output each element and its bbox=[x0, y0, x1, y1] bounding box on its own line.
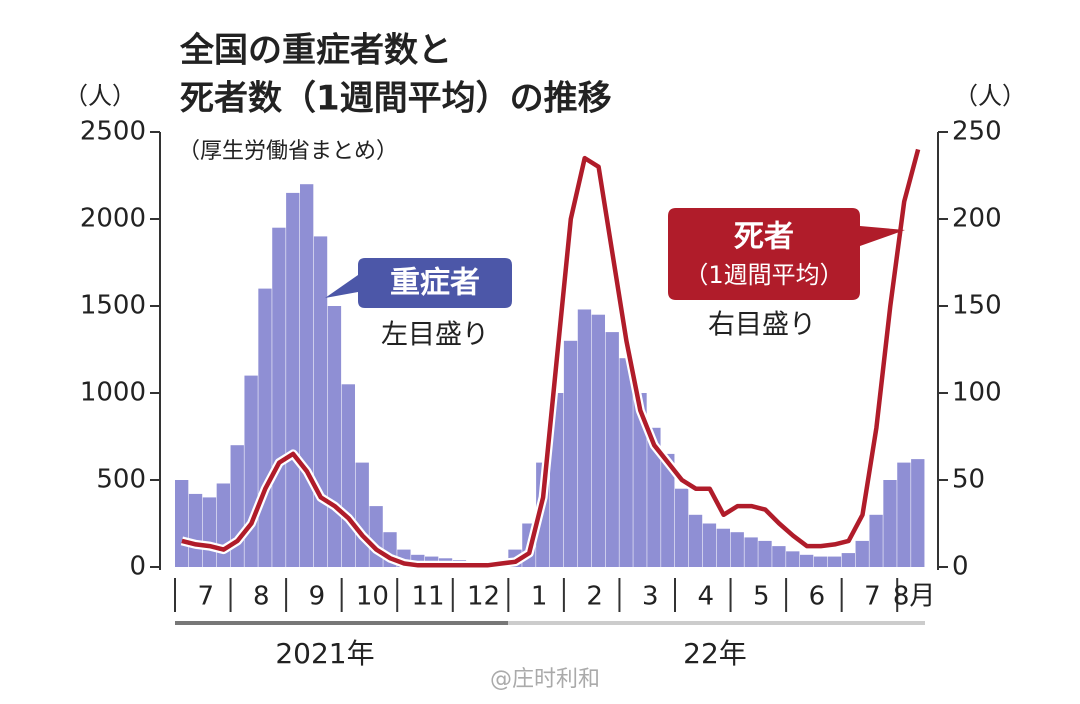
annotation-box bbox=[668, 208, 905, 300]
annotation: （1週間平均） bbox=[684, 261, 843, 289]
x-tick-label: 2 bbox=[586, 582, 603, 612]
plot bbox=[175, 148, 925, 570]
y-tick-label: 0 bbox=[129, 552, 146, 582]
bar bbox=[647, 427, 661, 567]
bar bbox=[577, 309, 592, 567]
bar bbox=[355, 462, 369, 567]
line bbox=[181, 148, 921, 568]
x-tick-label: 1 bbox=[531, 582, 548, 612]
bar bbox=[188, 493, 203, 567]
bar bbox=[813, 556, 828, 567]
x-tick-label: 8 bbox=[253, 582, 270, 612]
bar bbox=[786, 551, 800, 567]
bar bbox=[272, 227, 286, 567]
y2-tick-label: 0 bbox=[952, 552, 969, 582]
bar bbox=[244, 375, 258, 567]
y-tick-label: 2500 bbox=[80, 117, 146, 147]
bar bbox=[286, 192, 300, 567]
bar bbox=[869, 514, 883, 567]
bar bbox=[369, 506, 383, 567]
bar bbox=[855, 540, 869, 567]
death-annotation: 死者 （1週間平均） 右目盛り bbox=[668, 208, 905, 341]
x-tick-label: 6 bbox=[809, 582, 826, 612]
year-label: 2021年 bbox=[275, 637, 374, 670]
x-tick-label: 10 bbox=[356, 582, 389, 612]
annotation: 死者 bbox=[734, 220, 794, 255]
y-tick-label: 1500 bbox=[80, 291, 146, 321]
bar bbox=[827, 556, 842, 567]
x-tick-label: 4 bbox=[698, 582, 715, 612]
x-tick-label: 7 bbox=[198, 582, 215, 612]
bar bbox=[619, 358, 633, 567]
bar bbox=[661, 453, 675, 567]
x-tick-label: 11 bbox=[411, 582, 444, 612]
x-tick-label: 5 bbox=[753, 582, 770, 612]
bar bbox=[175, 480, 189, 567]
bar bbox=[744, 537, 758, 567]
annotation-box bbox=[325, 258, 512, 308]
bar bbox=[258, 288, 272, 567]
y2-unit: （人） bbox=[954, 82, 1026, 110]
y-tick-label: 1000 bbox=[80, 378, 146, 408]
bar bbox=[716, 528, 730, 567]
bar bbox=[897, 462, 911, 567]
y2-tick-label: 100 bbox=[952, 378, 1002, 408]
y2-tick-label: 150 bbox=[952, 291, 1002, 321]
title: 死者数（1週間平均）の推移 bbox=[180, 79, 612, 119]
y-tick-label: 2000 bbox=[80, 204, 146, 234]
bar bbox=[730, 532, 744, 567]
bar bbox=[563, 340, 578, 567]
y2-tick-label: 50 bbox=[952, 465, 985, 495]
bar bbox=[675, 488, 689, 567]
bar bbox=[772, 546, 786, 567]
x-tick-label: 3 bbox=[642, 582, 659, 612]
x-tick-label: 8月 bbox=[893, 582, 936, 612]
x-tick-label: 7 bbox=[864, 582, 881, 612]
bar bbox=[911, 459, 925, 567]
bar bbox=[633, 393, 647, 567]
y-tick-label: 500 bbox=[96, 465, 146, 495]
annotation: 重症者 bbox=[390, 266, 480, 301]
bar bbox=[327, 306, 342, 567]
year-label: 22年 bbox=[683, 637, 747, 670]
y-unit: （人） bbox=[64, 82, 136, 110]
y2-tick-label: 200 bbox=[952, 204, 1002, 234]
bar bbox=[341, 384, 355, 567]
title: 全国の重症者数と bbox=[179, 31, 452, 71]
bar bbox=[300, 184, 314, 567]
x-tick-label: 12 bbox=[467, 582, 500, 612]
bar bbox=[758, 540, 772, 567]
y2-tick-label: 250 bbox=[952, 117, 1002, 147]
bar bbox=[688, 514, 703, 567]
x-tick-label: 9 bbox=[309, 582, 326, 612]
bar bbox=[605, 332, 619, 567]
bar bbox=[800, 554, 814, 567]
bar bbox=[591, 314, 605, 567]
bar bbox=[202, 497, 217, 567]
bar bbox=[883, 480, 897, 567]
annotation: 右目盛り bbox=[708, 310, 816, 341]
subtitle: （厚生労働省まとめ） bbox=[178, 139, 398, 164]
bar bbox=[841, 553, 855, 567]
bar bbox=[313, 236, 328, 567]
severe-annotation: 重症者 左目盛り bbox=[325, 258, 512, 351]
annotation: 左目盛り bbox=[381, 320, 489, 351]
bar bbox=[216, 483, 230, 567]
watermark: @庄时利和 bbox=[490, 667, 600, 692]
bar bbox=[702, 523, 717, 567]
